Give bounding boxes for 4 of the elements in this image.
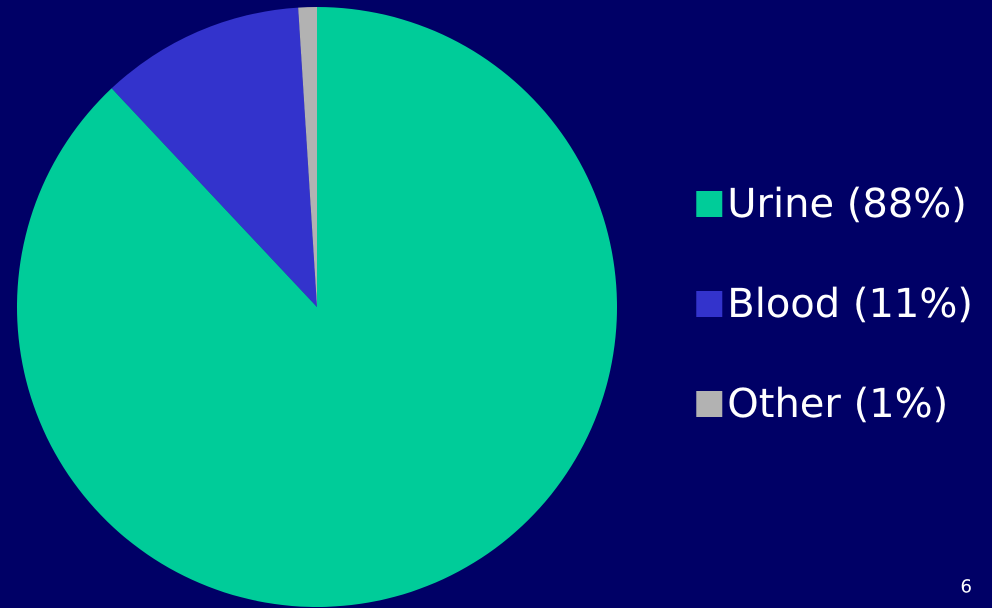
- legend-label: Other (1%): [727, 381, 948, 427]
- legend-label: Urine (88%): [727, 181, 967, 227]
- legend-label: Blood (11%): [727, 281, 974, 327]
- text: 6: [960, 576, 972, 598]
